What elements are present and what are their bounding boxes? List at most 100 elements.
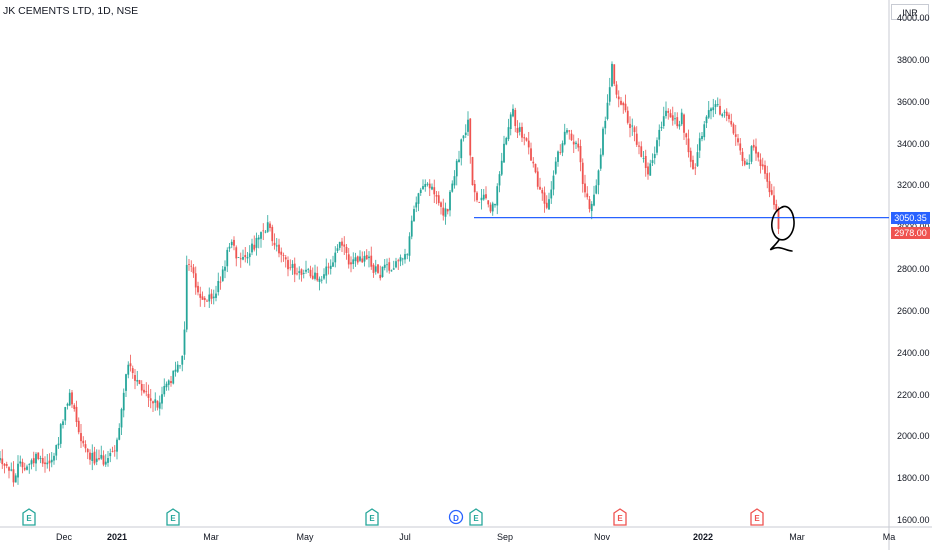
candle-body xyxy=(190,265,193,267)
candle-body xyxy=(17,463,19,478)
candle xyxy=(575,140,577,149)
event-marker-label: E xyxy=(473,514,479,523)
candle xyxy=(327,262,330,275)
candle xyxy=(651,153,654,167)
candle xyxy=(89,449,91,465)
candle-body xyxy=(113,450,116,452)
candle-body xyxy=(422,186,424,190)
candle-body xyxy=(478,201,481,203)
candle xyxy=(642,151,645,163)
candle-body xyxy=(469,118,472,156)
candle xyxy=(262,223,265,241)
candle-body xyxy=(707,110,710,118)
candle xyxy=(372,263,375,278)
candle xyxy=(577,138,580,152)
candle-body xyxy=(224,266,226,271)
candle xyxy=(397,258,400,270)
candle-body xyxy=(404,254,406,260)
candle-body xyxy=(260,232,262,239)
candle xyxy=(579,139,582,172)
candle-body xyxy=(719,105,721,115)
candle-body xyxy=(188,263,190,265)
candle xyxy=(638,141,640,155)
candle xyxy=(460,138,463,166)
candle-body xyxy=(161,394,163,404)
candle xyxy=(305,260,307,274)
candle-body xyxy=(665,110,667,117)
candle xyxy=(95,449,98,466)
candle-body xyxy=(372,264,375,273)
candle-body xyxy=(759,159,762,167)
candle-body xyxy=(680,112,683,125)
candle-body xyxy=(5,464,8,466)
candle xyxy=(300,268,303,282)
candle-body xyxy=(631,125,634,127)
candle-body xyxy=(523,137,526,139)
candle-body xyxy=(221,269,224,282)
candle-body xyxy=(291,264,294,268)
candle-body xyxy=(383,264,386,268)
candle-body xyxy=(516,127,519,133)
event-marker-label: E xyxy=(617,514,623,523)
candle-body xyxy=(136,380,139,382)
candle xyxy=(48,453,51,472)
candle-body xyxy=(471,157,474,186)
candle-body xyxy=(12,469,15,483)
candle xyxy=(118,423,121,441)
candle xyxy=(147,384,150,408)
candle-body xyxy=(59,424,62,444)
chart-overlays xyxy=(474,205,889,252)
candle xyxy=(381,266,384,278)
candle xyxy=(41,448,44,467)
currency-unit[interactable]: INR xyxy=(891,4,929,20)
candle-body xyxy=(656,140,658,153)
x-tick-label: May xyxy=(296,532,314,542)
candle xyxy=(280,247,283,263)
candle-body xyxy=(437,195,440,204)
candle-body xyxy=(257,237,260,240)
candle xyxy=(5,461,8,469)
candle-body xyxy=(536,171,539,187)
candle xyxy=(23,462,26,472)
candle xyxy=(480,189,483,210)
candle-body xyxy=(671,115,674,121)
candle xyxy=(226,247,229,273)
candle xyxy=(527,131,530,155)
candle xyxy=(683,113,685,140)
candle-body xyxy=(543,192,546,204)
candle-body xyxy=(714,104,717,108)
y-tick-label: 2800.00 xyxy=(897,264,930,274)
candle xyxy=(21,458,24,474)
candle-body xyxy=(138,380,141,384)
candle-body xyxy=(390,270,393,272)
candle xyxy=(104,454,107,467)
candle-body xyxy=(701,136,703,140)
candle-body xyxy=(532,161,535,164)
candle-body xyxy=(730,120,733,125)
candle-body xyxy=(689,150,692,162)
candle-body xyxy=(287,260,289,270)
candle-body xyxy=(725,111,728,116)
candle xyxy=(723,109,726,118)
last-price-tag: 2978.00 xyxy=(891,227,930,239)
candle-body xyxy=(453,176,456,186)
candle xyxy=(604,116,607,135)
candle xyxy=(750,145,753,165)
candle-body xyxy=(284,257,287,260)
candle-body xyxy=(446,209,449,212)
candle-body xyxy=(705,116,708,124)
candle-body xyxy=(194,273,197,288)
candle-body xyxy=(554,161,557,174)
candle xyxy=(550,181,553,204)
candle xyxy=(336,244,339,253)
candle xyxy=(761,157,764,170)
candle-body xyxy=(728,114,730,119)
candle xyxy=(599,148,602,171)
candle xyxy=(302,269,305,279)
candle-body xyxy=(170,381,172,384)
candle xyxy=(273,233,276,250)
candle xyxy=(257,234,260,249)
candle xyxy=(0,451,1,463)
candle-body xyxy=(122,392,125,411)
